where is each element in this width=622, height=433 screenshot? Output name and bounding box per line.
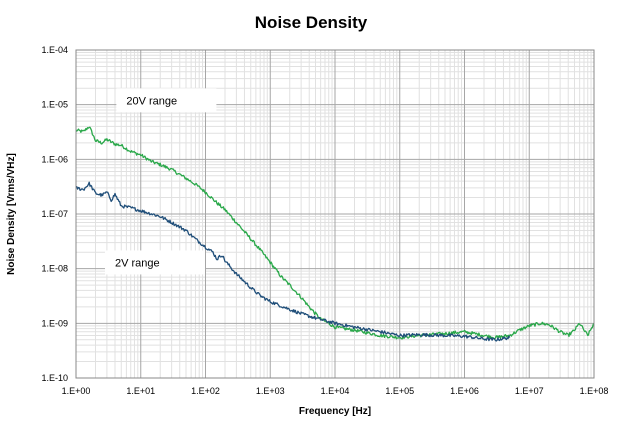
y-tick-label: 1.E-05 — [41, 100, 68, 110]
y-tick-label: 1.E-10 — [41, 373, 68, 383]
x-tick-label: 1.E+02 — [191, 386, 220, 396]
x-tick-label: 1.E+06 — [450, 386, 479, 396]
y-tick-label: 1.E-07 — [41, 209, 68, 219]
y-axis-label: Noise Density [Vrms/VHz] — [6, 153, 17, 275]
annotation: 20V range — [116, 88, 217, 113]
y-tick-labels: 1.E-10 1.E-09 1.E-08 1.E-07 1.E-06 1.E-05 1.E-… — [41, 45, 68, 383]
x-tick-label: 1.E+05 — [385, 386, 414, 396]
x-tick-label: 1.E+07 — [515, 386, 544, 396]
y-tick-label: 1.E-09 — [41, 318, 68, 328]
y-tick-label: 1.E-06 — [41, 154, 68, 164]
x-tick-labels: 1.E+00 1.E+01 1.E+02 1.E+03 1.E+04 1.E+05 1.E+… — [62, 386, 609, 396]
x-tick-label: 1.E+03 — [256, 386, 285, 396]
annotations: 20V range 2V range — [104, 88, 217, 275]
annotation: 2V range — [104, 250, 205, 275]
plot-border — [75, 49, 595, 379]
x-tick-label: 1.E+00 — [62, 386, 91, 396]
x-axis-label: Frequency [Hz] — [299, 406, 371, 417]
annotation-text: 20V range — [126, 95, 177, 107]
chart-title: Noise Density — [255, 13, 368, 32]
annotation-text: 2V range — [115, 257, 160, 269]
annotation-box — [116, 88, 217, 113]
y-tick-label: 1.E-04 — [41, 45, 68, 55]
x-tick-label: 1.E+01 — [126, 386, 155, 396]
x-tick-label: 1.E+08 — [580, 386, 609, 396]
x-tick-label: 1.E+04 — [321, 386, 350, 396]
series-line-2 — [75, 181, 511, 342]
annotation-box — [104, 250, 205, 275]
y-tick-label: 1.E-08 — [41, 264, 68, 274]
series-lines — [75, 126, 595, 342]
